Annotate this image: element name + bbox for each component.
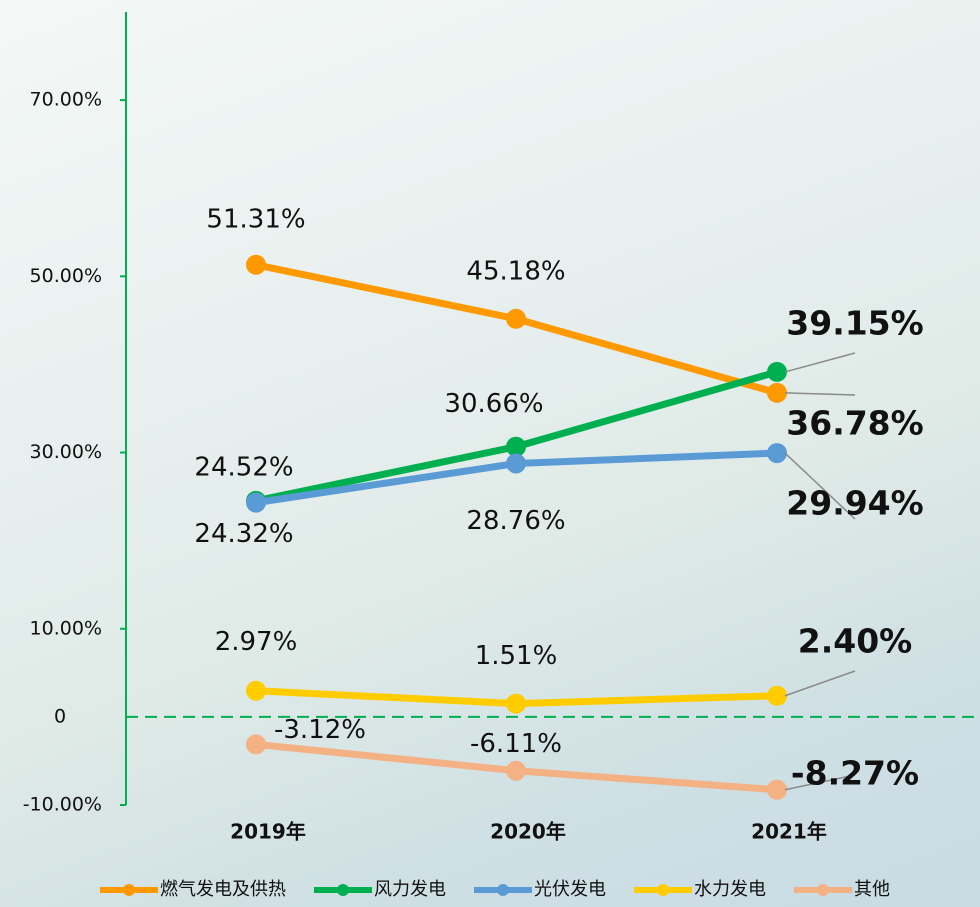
legend-dot — [817, 884, 829, 896]
leader-line — [785, 393, 855, 395]
y-tick-label: 50.00% — [30, 265, 102, 287]
value-label: 36.78% — [786, 404, 923, 443]
point — [767, 362, 787, 382]
value-label: -3.12% — [274, 715, 366, 745]
value-label: 24.32% — [194, 519, 293, 549]
leader-line — [785, 671, 855, 696]
legend-label: 风力发电 — [374, 879, 446, 900]
value-label: 30.66% — [444, 389, 543, 419]
leader-line — [785, 353, 855, 372]
legend-label: 水力发电 — [694, 879, 766, 900]
point — [767, 780, 787, 800]
value-label: -8.27% — [791, 754, 919, 793]
point — [506, 694, 526, 714]
point — [246, 493, 266, 513]
point — [767, 383, 787, 403]
value-label: 29.94% — [786, 484, 923, 523]
legend-dot — [123, 884, 135, 896]
x-tick-label: 2020年 — [490, 820, 566, 844]
point — [767, 443, 787, 463]
y-tick-label: 70.00% — [30, 89, 102, 111]
y-tick-label: -10.00% — [23, 794, 102, 816]
legend-label: 光伏发电 — [534, 879, 606, 900]
point — [506, 309, 526, 329]
value-label: 28.76% — [466, 506, 565, 536]
legend-label: 其他 — [854, 879, 890, 900]
x-tick-label: 2019年 — [230, 820, 306, 844]
point — [506, 761, 526, 781]
y-tick-label: 0 — [54, 705, 66, 727]
chart: 70.00% 50.00% 30.00% 10.00% 0 -10.00% 2019年 202… — [0, 0, 980, 907]
value-label: 1.51% — [475, 641, 558, 671]
value-label: 45.18% — [466, 256, 565, 286]
point — [767, 686, 787, 706]
legend-label: 燃气发电及供热 — [160, 879, 286, 900]
point — [506, 453, 526, 473]
point — [246, 734, 266, 754]
value-label: 24.52% — [194, 452, 293, 482]
value-label: 39.15% — [786, 304, 923, 343]
y-tick-label: 10.00% — [30, 617, 102, 639]
legend-dot — [497, 884, 509, 896]
y-tick-label: 30.00% — [30, 441, 102, 463]
legend-dot — [337, 884, 349, 896]
value-label: 2.97% — [215, 627, 298, 657]
page: 70.00% 50.00% 30.00% 10.00% 0 -10.00% 2019年 202… — [0, 0, 980, 907]
value-label: 2.40% — [798, 622, 913, 661]
value-label: -6.11% — [470, 729, 562, 759]
point — [246, 255, 266, 275]
value-label: 51.31% — [206, 204, 305, 234]
point — [246, 681, 266, 701]
legend-dot — [657, 884, 669, 896]
x-tick-label: 2021年 — [751, 820, 827, 844]
